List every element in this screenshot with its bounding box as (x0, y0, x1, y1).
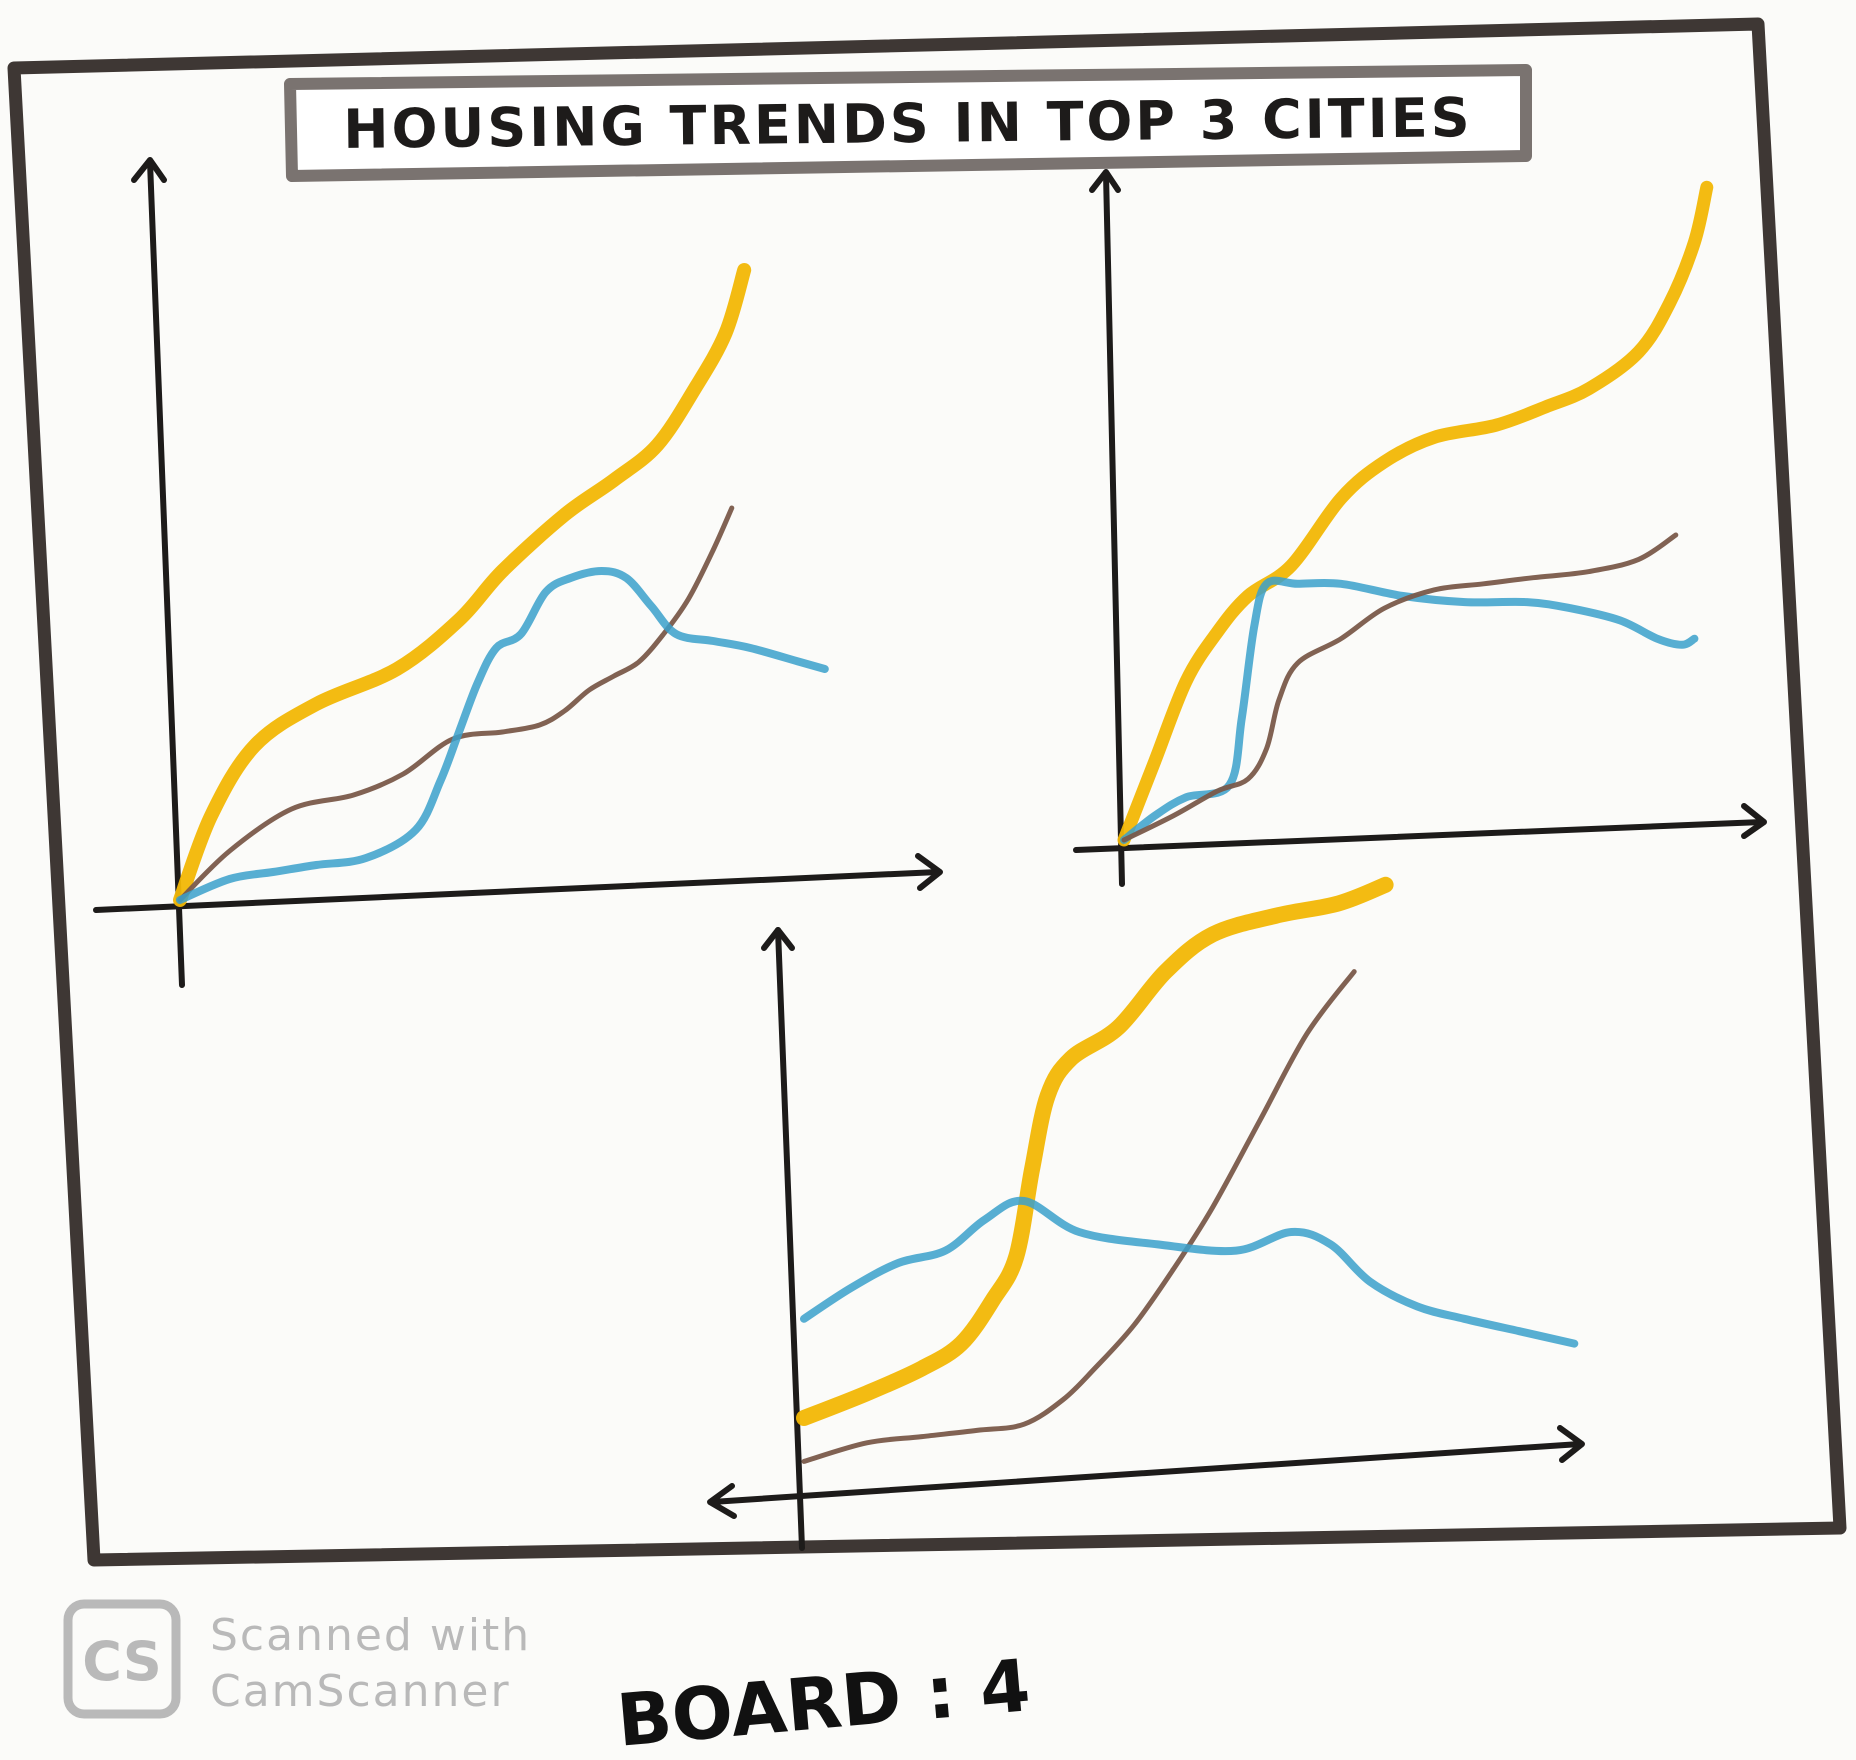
chart-3-series-blue-line (800, 1196, 1579, 1348)
chart-2-y-arrow (1089, 169, 1121, 193)
chart-2-series-brown-line (1121, 532, 1679, 843)
chart-1-x-arrow (915, 853, 943, 891)
chart-1-y-arrow (131, 157, 167, 183)
camscanner-logo-text: CS (82, 1630, 162, 1693)
chart-3-y-arrow (761, 927, 795, 951)
chart-3 (707, 876, 1585, 1551)
chart-1 (93, 157, 943, 988)
chart-1-series-yellow-line (173, 263, 752, 907)
chart-1-series-brown-line (177, 505, 735, 903)
chart-2-x-axis (1073, 819, 1765, 853)
chart-1-y-axis (147, 159, 185, 988)
chart-2-series-yellow-line (1117, 180, 1714, 847)
chart-3-x-left-arrow (707, 1483, 737, 1519)
chart-1-series-blue-line (176, 567, 829, 904)
chart-3-x-axis (709, 1441, 1583, 1505)
chart-3-series-yellow-line (796, 876, 1394, 1426)
chart-2 (1073, 169, 1767, 887)
chart-3-x-arrow (1557, 1425, 1585, 1463)
chart-title: HOUSING TRENDS IN TOP 3 CITIES (343, 86, 1473, 161)
watermark-line-2: CamScanner (210, 1666, 511, 1717)
chart-2-y-axis (1103, 171, 1125, 887)
camscanner-logo-icon (63, 1599, 181, 1719)
chart-3-y-axis (775, 927, 805, 1551)
title-box: HOUSING TRENDS IN TOP 3 CITIES (284, 64, 1532, 182)
board-frame (7, 17, 1847, 1567)
camscanner-watermark: CS Scanned with CamScanner (63, 1599, 531, 1719)
chart-1-x-axis (93, 869, 941, 913)
chart-2-x-arrow (1741, 803, 1767, 839)
watermark-line-1: Scanned with (210, 1610, 531, 1661)
chart-3-series-brown-line (801, 969, 1357, 1464)
